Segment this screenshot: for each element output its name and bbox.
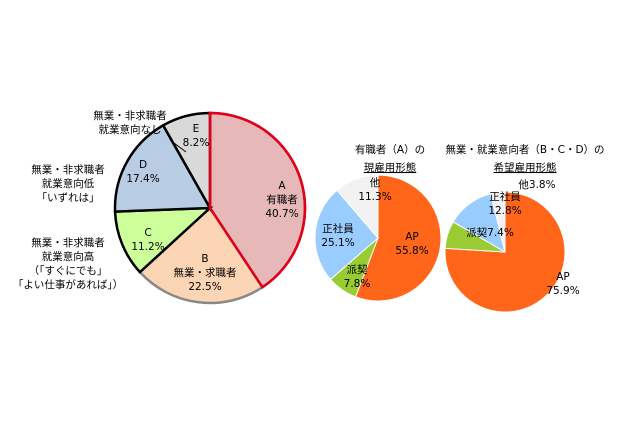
slice-name: 派契 <box>347 263 368 276</box>
pie-slice <box>113 206 214 274</box>
value-label: 22.5% <box>188 281 221 293</box>
slice-name: 無業・求職者 <box>174 266 237 279</box>
value-label: 7.4% <box>487 227 514 239</box>
pie-slice <box>354 174 442 302</box>
value-label: 7.8% <box>344 278 371 290</box>
chart-title: 有職者（A）の <box>355 143 425 156</box>
leader-line <box>169 139 187 153</box>
value-label: 40.7% <box>265 208 298 220</box>
annotation: 就業意向高 <box>42 250 95 263</box>
pie-slice <box>336 174 379 240</box>
slice-label: 派契7.4% <box>466 226 514 239</box>
slice-outline <box>208 111 307 289</box>
annotation: （「すぐにでも」 <box>29 265 108 277</box>
annotation: 就業意向なし <box>99 123 162 136</box>
slice-name: C <box>144 227 151 239</box>
value-label: 25.1% <box>321 237 354 249</box>
value-label: 8.2% <box>183 137 210 149</box>
chart-subtitle: 現雇用形態 <box>364 161 417 174</box>
value-label: 75.9% <box>546 285 579 297</box>
pie-slice <box>113 123 213 213</box>
chart-title: 無業・就業意向者（B・C・D）の <box>445 143 604 156</box>
slice-name: 他 <box>370 176 381 189</box>
pie-slice <box>490 191 506 253</box>
slice-name: E <box>193 123 200 135</box>
value-label: 11.3% <box>358 191 391 203</box>
value-label: 17.4% <box>126 173 159 185</box>
annotation: 無業・非求職者 <box>93 109 167 122</box>
slice-name: 有職者 <box>266 193 298 206</box>
annotation: 無業・非求職者 <box>31 236 105 249</box>
annotation: 「いずれは」 <box>37 192 100 204</box>
annotation: 就業意向低 <box>42 177 95 190</box>
slice-name: D <box>139 159 147 171</box>
value-label: 55.8% <box>395 245 428 257</box>
slice-name: AP <box>405 231 419 243</box>
slice-name: 他 <box>518 178 529 191</box>
slice-label: 他3.8% <box>518 178 555 191</box>
value-label: 11.2% <box>131 241 164 253</box>
annotation: 「よい仕事があれば」） <box>13 278 123 291</box>
slice-name: 正社員 <box>489 190 521 203</box>
slice-name: B <box>201 253 208 265</box>
annotation: 無業・非求職者 <box>31 163 105 176</box>
value-label: 12.8% <box>488 205 521 217</box>
chart-subtitle: 希望雇用形態 <box>494 161 557 174</box>
slice-name: AP <box>556 271 570 283</box>
slice-name: 派契 <box>466 226 487 239</box>
pie-slice <box>314 189 379 281</box>
slice-name: A <box>278 180 286 192</box>
pie-slice <box>138 206 265 305</box>
value-label: 3.8% <box>529 179 556 191</box>
slice-name: 正社員 <box>322 222 354 235</box>
